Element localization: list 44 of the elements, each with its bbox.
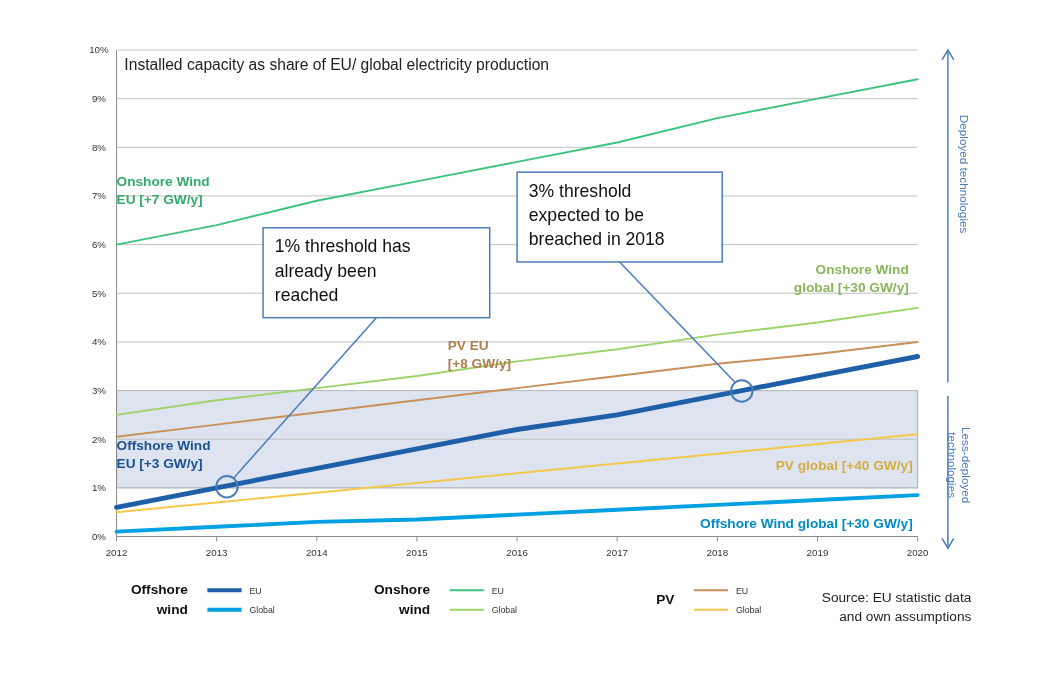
x-tick-label: 2014 xyxy=(305,547,329,559)
legend-label: Global xyxy=(249,605,275,616)
y-tick-label: 0% xyxy=(91,530,107,542)
y-tick-label: 6% xyxy=(91,239,107,251)
y-tick-label: 2% xyxy=(91,433,107,445)
x-tick-label: 2017 xyxy=(606,547,629,559)
x-tick-label: 2015 xyxy=(406,547,429,559)
x-tick-label: 2012 xyxy=(105,547,128,559)
y-tick-label: 4% xyxy=(91,336,107,348)
y-tick-label: 7% xyxy=(91,190,107,202)
text: PV xyxy=(656,591,676,607)
text: Deployed technologies xyxy=(957,114,971,234)
y-tick-label: 8% xyxy=(91,141,107,153)
annotation: Offshore Wind global [+30 GW/y] xyxy=(700,515,913,531)
x-tick-label: 2019 xyxy=(806,547,829,559)
annotation: PV global [+40 GW/y] xyxy=(775,458,913,474)
text: Offshore wind xyxy=(130,582,189,617)
annotation: Offshore Wind EU [+3 GW/y] xyxy=(116,437,211,472)
y-tick-label: 5% xyxy=(91,287,107,299)
y-tick-label: 9% xyxy=(91,93,107,105)
x-tick-label: 2020 xyxy=(906,547,930,559)
y-tick-label: 10% xyxy=(89,44,110,56)
x-tick-label: 2018 xyxy=(706,547,729,559)
line-series xyxy=(115,433,919,514)
x-tick-label: 2016 xyxy=(506,547,528,559)
legend-label: Global xyxy=(735,605,762,616)
annotation: Onshore Wind EU [+7 GW/y] xyxy=(116,173,210,208)
line-series xyxy=(115,340,919,438)
y-tick-label: 3% xyxy=(91,384,107,396)
y-tick-label: 1% xyxy=(91,482,107,494)
line-series xyxy=(115,306,919,416)
x-tick-label: 2013 xyxy=(205,547,228,559)
legend-label: Global xyxy=(491,605,518,616)
source-note: Source: EU statistic data and own assumptions xyxy=(821,589,972,624)
legend-label: EU xyxy=(491,585,504,596)
line-series xyxy=(114,354,921,510)
annotation: Onshore Wind global [+30 GW/y] xyxy=(793,261,909,296)
text: Onshore wind xyxy=(373,582,431,617)
legend-label: EU xyxy=(249,585,262,596)
annotation: 1% threshold has already been reached xyxy=(274,236,411,306)
chart-title: Installed capacity as share of EU/ global electricity production xyxy=(124,55,550,73)
annotation: 3% threshold expected to be breached in 2018 xyxy=(528,180,665,250)
legend-label: EU xyxy=(735,585,749,596)
text: Less-deployed technologies xyxy=(945,427,973,504)
